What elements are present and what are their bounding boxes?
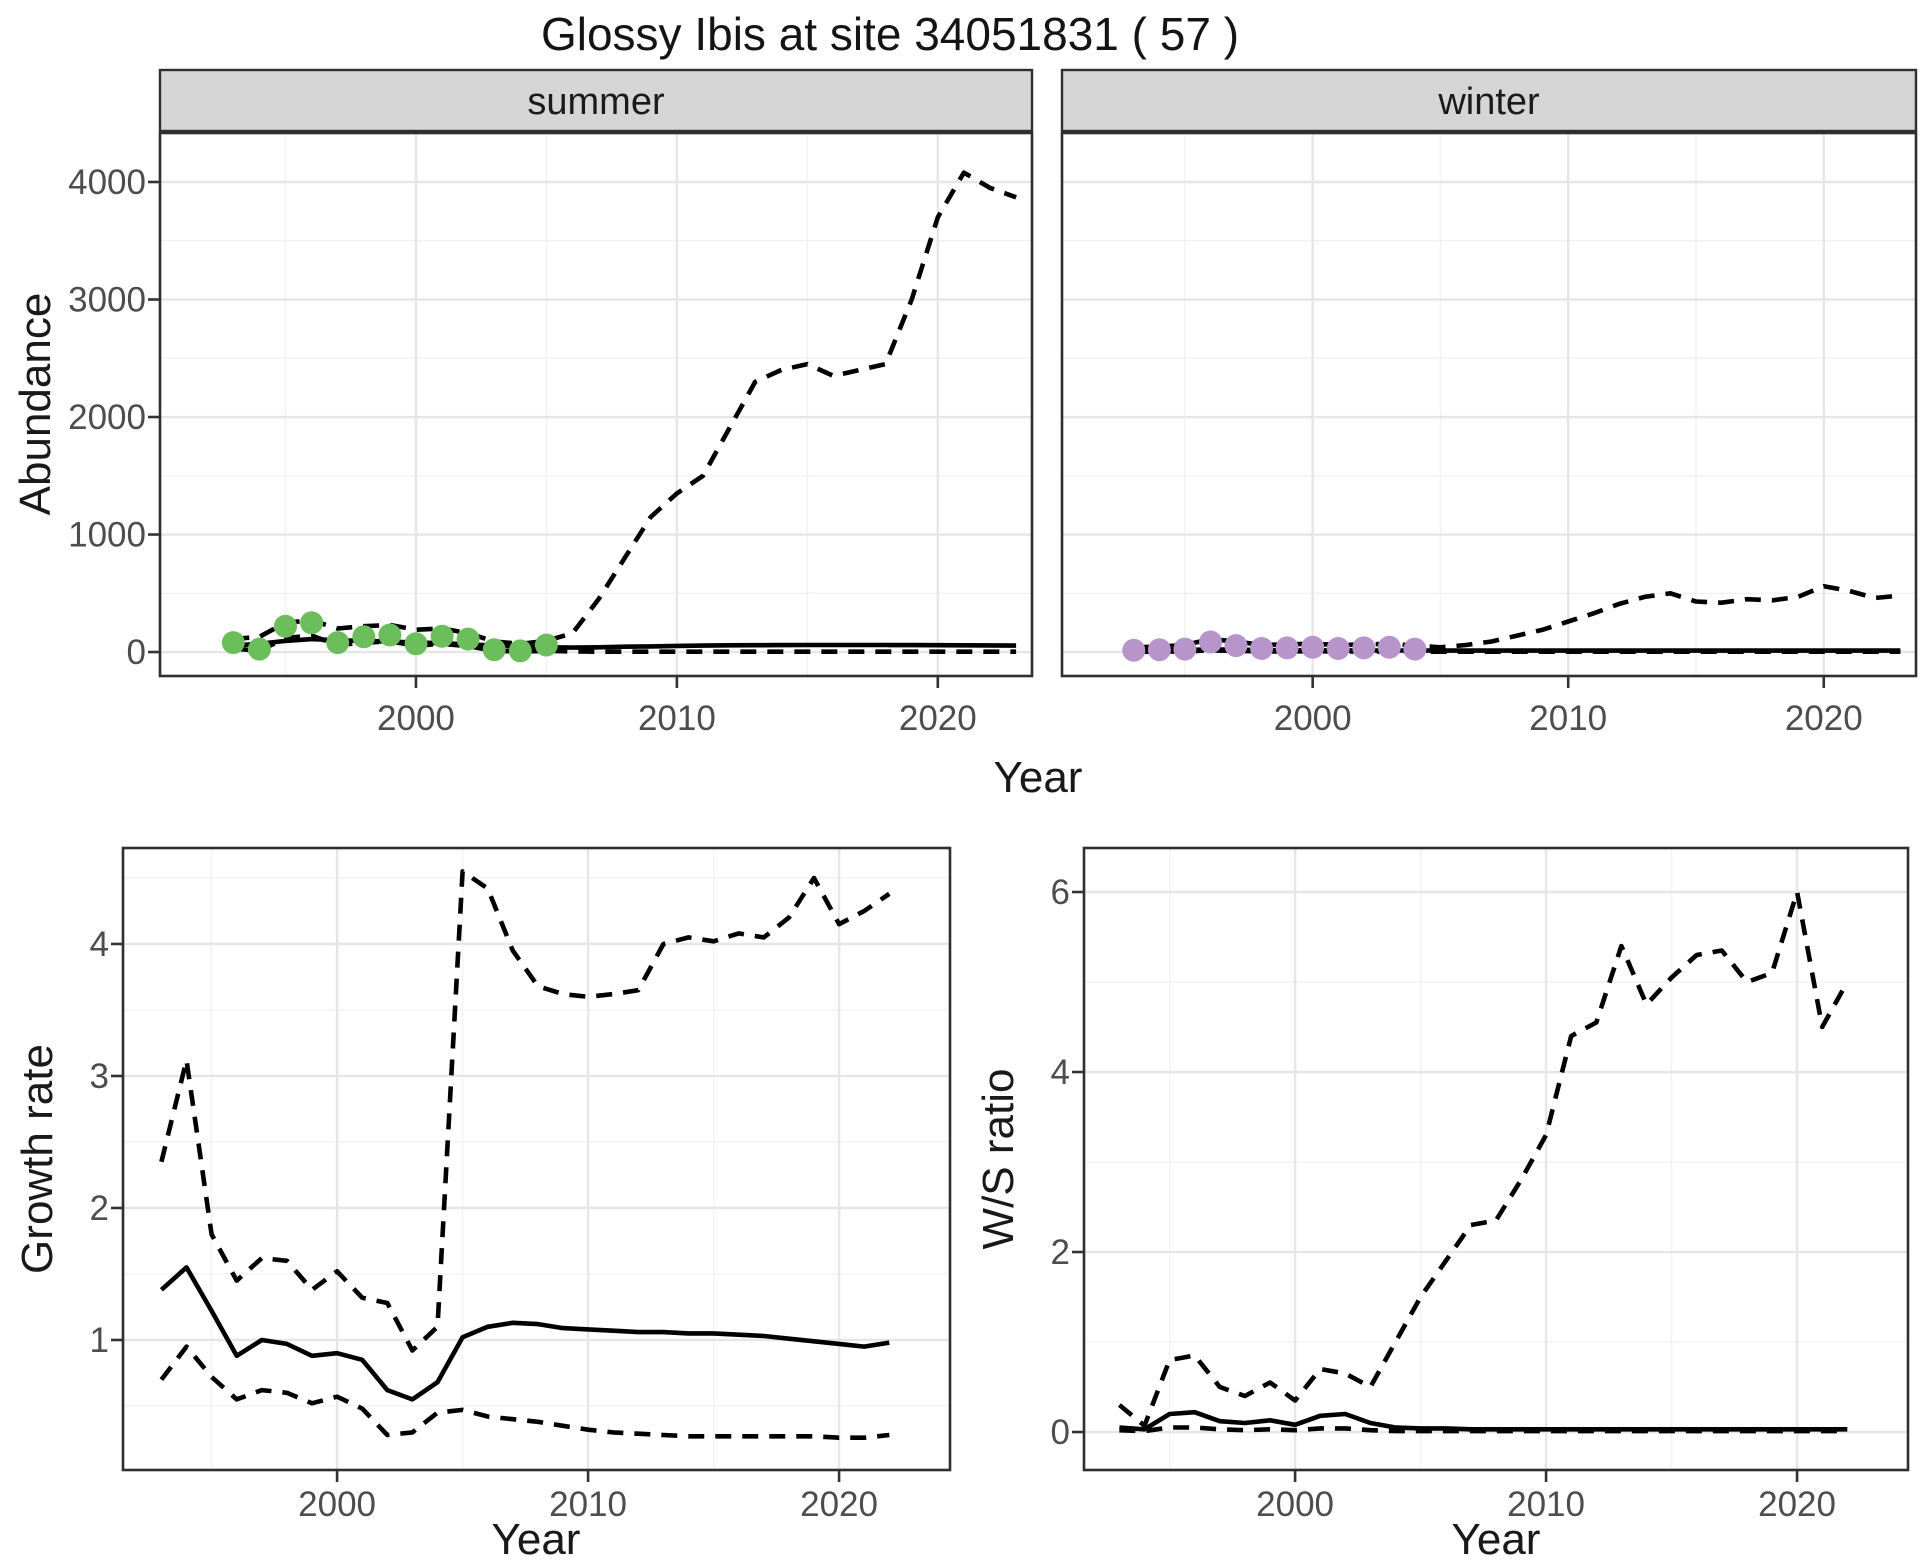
winter-x-tick-label: 2020 xyxy=(1785,699,1863,738)
facet-strip-summer-bg xyxy=(158,68,1034,133)
data-point xyxy=(1352,636,1376,660)
data-point xyxy=(1403,637,1427,661)
ws-x-tick-label: 2020 xyxy=(1758,1485,1836,1524)
facet-strip-winter-bg xyxy=(1060,68,1918,133)
summer-panel-border xyxy=(158,131,1034,678)
data-point xyxy=(534,633,558,657)
summer-x-tick-label: 2010 xyxy=(638,699,716,738)
facet-strip-summer-label: summer xyxy=(527,81,665,123)
summer-x-tick-label: 2000 xyxy=(377,699,455,738)
ws-x-axis: 2000 2010 2020 xyxy=(1256,1470,1836,1524)
summer-panel-bg xyxy=(160,133,1032,676)
data-point xyxy=(1301,635,1325,659)
ws-year-axis-title: Year xyxy=(1452,1515,1541,1560)
winter-x-tick-label: 2000 xyxy=(1274,699,1352,738)
data-point xyxy=(508,639,532,663)
summer-y-axis: 0 1000 2000 3000 4000 xyxy=(68,163,160,672)
summer-x-tick-label: 2020 xyxy=(899,699,977,738)
data-point xyxy=(1326,637,1350,660)
data-point xyxy=(1173,637,1197,661)
growth-x-axis: 2000 2010 2020 xyxy=(298,1470,878,1524)
ws-y-axis: 0 2 4 6 xyxy=(1051,873,1084,1452)
winter-fit-line xyxy=(1133,647,1901,653)
ws-x-tick-label: 2010 xyxy=(1507,1485,1585,1524)
growth-x-tick-label: 2020 xyxy=(800,1485,878,1524)
growth-y-tick-label: 4 xyxy=(90,925,109,964)
facet-strip-summer: summer xyxy=(158,68,1034,133)
growth-grid-minor xyxy=(123,848,950,1470)
data-point xyxy=(1224,634,1248,658)
ws-grid-major xyxy=(1084,848,1908,1470)
growth-fit-line xyxy=(159,1265,890,1402)
data-point xyxy=(274,614,297,638)
summer-y-tick-label: 2000 xyxy=(68,398,146,437)
data-point xyxy=(1147,638,1171,662)
growth-x-tick-label: 2010 xyxy=(549,1485,627,1524)
growth-y-tick-label: 2 xyxy=(90,1189,109,1228)
abundance-axis-title: Abundance xyxy=(11,293,60,516)
winter-x-tick-label: 2010 xyxy=(1529,699,1607,738)
data-point xyxy=(247,637,271,661)
growth-x-tick-label: 2000 xyxy=(298,1485,376,1524)
ws-x-tick-label: 2000 xyxy=(1256,1485,1334,1524)
ws-y-tick-label: 0 xyxy=(1051,1413,1070,1452)
panel-ws: 2000 2010 2020 0 2 4 6 xyxy=(1051,846,1910,1524)
data-point xyxy=(1122,638,1146,662)
summer-grid-minor xyxy=(160,133,1032,676)
growth-upper-ci-line xyxy=(159,869,891,1353)
ws-y-tick-label: 6 xyxy=(1051,873,1070,912)
winter-grid-minor xyxy=(1062,133,1916,676)
ws-upper-ci-line xyxy=(1117,889,1850,1428)
growth-year-axis-title: Year xyxy=(492,1515,581,1560)
summer-y-tick-label: 3000 xyxy=(68,281,146,320)
winter-upper-ci-line xyxy=(1133,583,1901,650)
growth-y-tick-label: 3 xyxy=(90,1057,109,1096)
summer-x-axis: 2000 2010 2020 xyxy=(377,676,977,738)
panel-winter: 2000 2010 2020 xyxy=(1060,131,1918,738)
summer-y-tick-label: 4000 xyxy=(68,163,146,202)
data-point xyxy=(221,631,245,655)
panel-summer: 2000 2010 2020 0 1000 2000 3000 4000 xyxy=(68,131,1034,738)
data-point xyxy=(482,638,506,662)
data-point xyxy=(456,627,480,651)
winter-grid-major xyxy=(1062,133,1916,676)
facet-strip-winter-label: winter xyxy=(1437,81,1540,123)
ws-fit-line xyxy=(1119,1409,1848,1432)
winter-panel-bg xyxy=(1062,133,1916,676)
ws-y-tick-label: 4 xyxy=(1051,1053,1070,1092)
observed-winter-counts xyxy=(1122,630,1427,662)
data-point xyxy=(1377,635,1401,659)
ws-panel-bg xyxy=(1084,848,1908,1470)
summer-y-tick-label: 1000 xyxy=(68,516,146,555)
data-point xyxy=(300,611,324,635)
top-year-axis-title: Year xyxy=(994,753,1083,802)
growth-rate-axis-title: Growth rate xyxy=(13,1044,62,1274)
growth-panel-bg xyxy=(123,848,950,1470)
growth-y-axis: 1 2 3 4 xyxy=(90,925,123,1360)
winter-panel-border xyxy=(1060,131,1918,678)
growth-y-tick-label: 1 xyxy=(90,1321,109,1360)
growth-panel-border xyxy=(121,846,952,1472)
data-point xyxy=(326,631,350,655)
data-point xyxy=(378,623,402,647)
data-point xyxy=(1275,636,1299,660)
ws-y-tick-label: 2 xyxy=(1051,1233,1070,1272)
growth-lower-ci-line xyxy=(159,1344,890,1440)
observed-summer-counts xyxy=(221,611,558,663)
data-point xyxy=(1199,630,1222,654)
data-point xyxy=(404,632,428,656)
data-point xyxy=(430,624,454,648)
ws-panel-border xyxy=(1082,846,1910,1472)
facet-strip-winter: winter xyxy=(1060,68,1918,133)
chart-title: Glossy Ibis at site 34051831 ( 57 ) xyxy=(541,8,1239,60)
ws-ratio-axis-title: W/S ratio xyxy=(974,1069,1023,1250)
summer-grid-major xyxy=(160,133,1032,676)
data-point xyxy=(352,625,376,649)
summer-y-tick-label: 0 xyxy=(127,633,146,672)
data-point xyxy=(1250,637,1274,660)
winter-x-axis: 2000 2010 2020 xyxy=(1274,676,1863,738)
panel-growth: 2000 2010 2020 1 2 3 4 xyxy=(90,846,952,1524)
